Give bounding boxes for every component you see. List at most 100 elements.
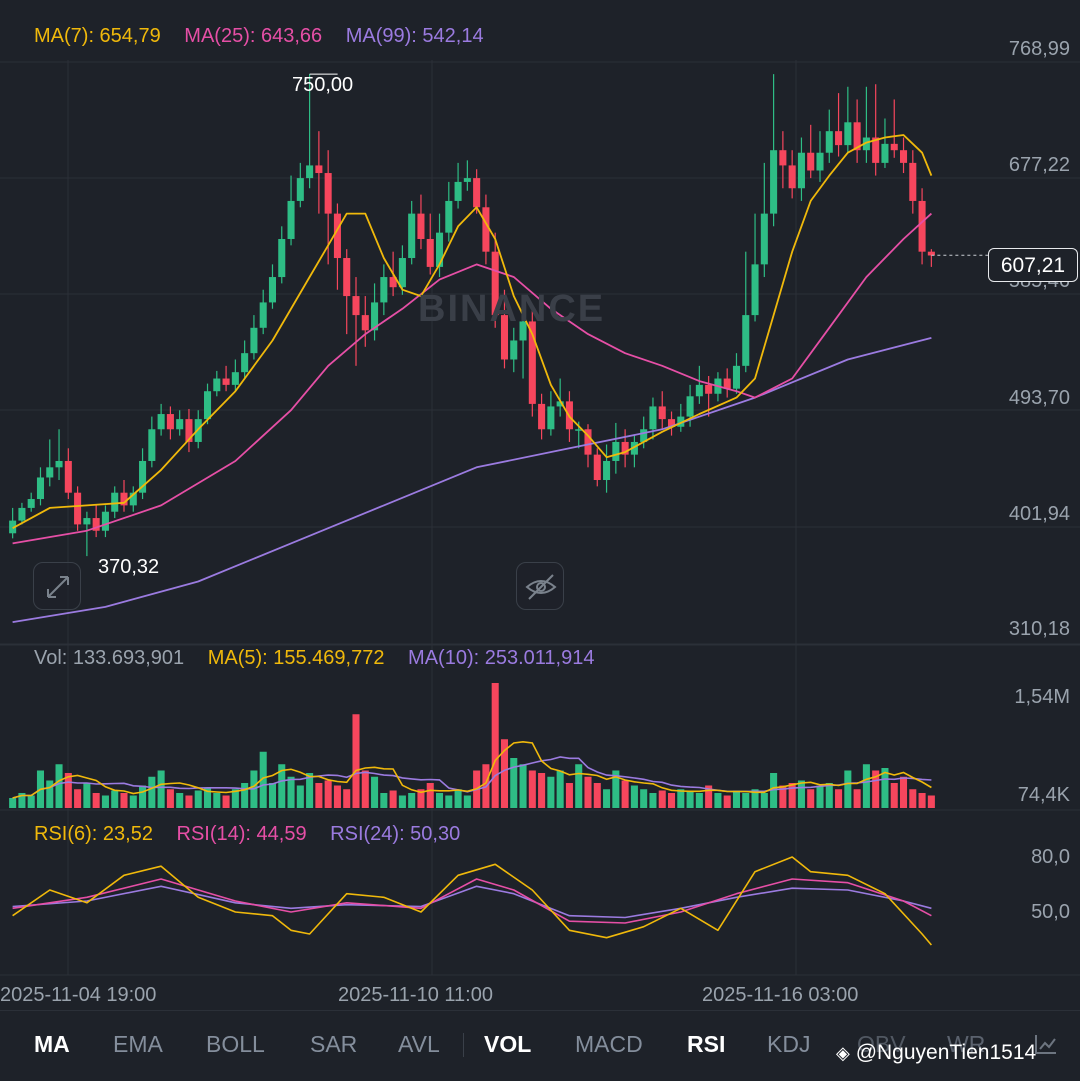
volume-bar bbox=[677, 789, 685, 808]
volume-bar bbox=[825, 783, 833, 808]
tab-wr[interactable]: WR bbox=[947, 1031, 986, 1057]
volume-bar bbox=[751, 789, 759, 808]
candle-body bbox=[918, 200, 926, 252]
candle-body bbox=[55, 460, 63, 468]
volume-bar bbox=[380, 793, 388, 808]
volume-bar bbox=[120, 793, 128, 808]
hide-indicators-button[interactable] bbox=[516, 562, 564, 610]
eye-off-icon bbox=[525, 574, 557, 600]
tab-macd[interactable]: MACD bbox=[575, 1031, 643, 1057]
candle-body bbox=[807, 152, 815, 171]
tab-obv[interactable]: OBV bbox=[857, 1031, 906, 1057]
ma7-legend: MA(7): 654,79 bbox=[34, 25, 161, 47]
candle-body bbox=[528, 321, 536, 404]
binance-watermark: BINANCE bbox=[418, 288, 606, 330]
volume-bar bbox=[732, 790, 741, 808]
candle-body bbox=[213, 378, 221, 392]
candle-body bbox=[129, 492, 137, 506]
candle-body bbox=[593, 454, 601, 481]
rsi-axis-label: 80,0 bbox=[1031, 846, 1070, 868]
candle-body bbox=[18, 507, 26, 521]
volume-bar bbox=[510, 758, 518, 808]
tab-sar[interactable]: SAR bbox=[310, 1031, 358, 1057]
tab-ma[interactable]: MA bbox=[34, 1031, 70, 1057]
volume-bar bbox=[667, 793, 676, 808]
current-price-tag[interactable]: 607,21 bbox=[988, 248, 1078, 282]
candle-body bbox=[268, 277, 277, 303]
candle-body bbox=[92, 518, 100, 531]
candle-body bbox=[9, 520, 17, 534]
expand-button[interactable] bbox=[33, 562, 81, 610]
volume-bar bbox=[872, 770, 880, 808]
tab-vol[interactable]: VOL bbox=[484, 1031, 532, 1057]
volume-bar bbox=[862, 764, 870, 808]
volume-bar bbox=[296, 785, 304, 808]
candle-body bbox=[797, 152, 805, 189]
volume-bar bbox=[268, 783, 277, 808]
candle-body bbox=[417, 213, 425, 239]
candle-body bbox=[166, 414, 174, 430]
volume-bar bbox=[844, 770, 852, 808]
rsi-axis-label: 50,0 bbox=[1031, 901, 1070, 923]
candle-body bbox=[844, 122, 852, 146]
tab-rsi[interactable]: RSI bbox=[687, 1031, 726, 1057]
volume-ma5-line bbox=[12, 740, 932, 799]
volume-bar bbox=[899, 776, 908, 808]
candle-body bbox=[398, 258, 406, 288]
volume-bar bbox=[9, 798, 17, 808]
volume-bar bbox=[176, 793, 184, 808]
candle-body bbox=[881, 143, 889, 163]
volume-bar bbox=[55, 764, 63, 808]
candle-body bbox=[510, 340, 518, 360]
volume-bar bbox=[83, 783, 91, 808]
candle-body bbox=[686, 396, 694, 417]
volume-bar bbox=[343, 789, 351, 808]
volume-bar bbox=[714, 793, 722, 808]
volume-bar bbox=[491, 683, 499, 808]
tab-avl[interactable]: AVL bbox=[398, 1031, 440, 1057]
candle-body bbox=[658, 406, 666, 420]
candle-body bbox=[287, 200, 295, 239]
volume-bar bbox=[575, 764, 583, 808]
candle-body bbox=[27, 499, 35, 508]
candle-body bbox=[139, 460, 147, 493]
settings-icon[interactable] bbox=[1030, 1029, 1060, 1059]
price-axis-label: 677,22 bbox=[1008, 154, 1070, 176]
ma25-legend: MA(25): 643,66 bbox=[184, 25, 323, 47]
volume-bar bbox=[807, 789, 815, 808]
volume-bar bbox=[927, 795, 935, 808]
vol-legend: Vol: 133.693,901 bbox=[34, 647, 185, 669]
candle-body bbox=[148, 429, 156, 461]
price-chart[interactable] bbox=[0, 0, 1080, 1010]
low-annotation: 370,32 bbox=[98, 556, 160, 578]
volume-bar bbox=[352, 714, 360, 808]
volume-bar bbox=[203, 788, 212, 808]
volume-bar bbox=[371, 776, 379, 808]
tab-separator bbox=[463, 1033, 464, 1057]
time-axis-label: 2025-11-04 19:00 bbox=[0, 984, 157, 1006]
price-axis-label: 768,99 bbox=[1008, 38, 1070, 60]
ma99-line bbox=[12, 337, 932, 623]
candle-body bbox=[500, 315, 509, 360]
time-axis-label: 2025-11-10 11:00 bbox=[338, 984, 493, 1006]
rsi24-legend: RSI(24): 50,30 bbox=[330, 823, 461, 845]
tab-boll[interactable]: BOLL bbox=[206, 1031, 265, 1057]
candle-body bbox=[788, 165, 796, 189]
volume-bar bbox=[139, 785, 147, 808]
candle-body bbox=[751, 264, 759, 316]
tab-kdj[interactable]: KDJ bbox=[767, 1031, 811, 1057]
volume-bar bbox=[612, 770, 620, 808]
candle-body bbox=[454, 181, 462, 201]
volume-bar bbox=[315, 783, 323, 808]
volume-bar bbox=[705, 785, 713, 808]
volume-bar bbox=[306, 773, 314, 808]
candle-body bbox=[83, 518, 91, 525]
volume-bar bbox=[213, 793, 221, 808]
rsi6-legend: RSI(6): 23,52 bbox=[34, 823, 153, 845]
volume-axis-label: 74,4K bbox=[1017, 784, 1070, 806]
candle-body bbox=[389, 277, 397, 288]
volume-bar bbox=[417, 789, 425, 808]
volume-bar bbox=[333, 785, 341, 808]
rsi6-line bbox=[12, 856, 933, 946]
tab-ema[interactable]: EMA bbox=[113, 1031, 163, 1057]
